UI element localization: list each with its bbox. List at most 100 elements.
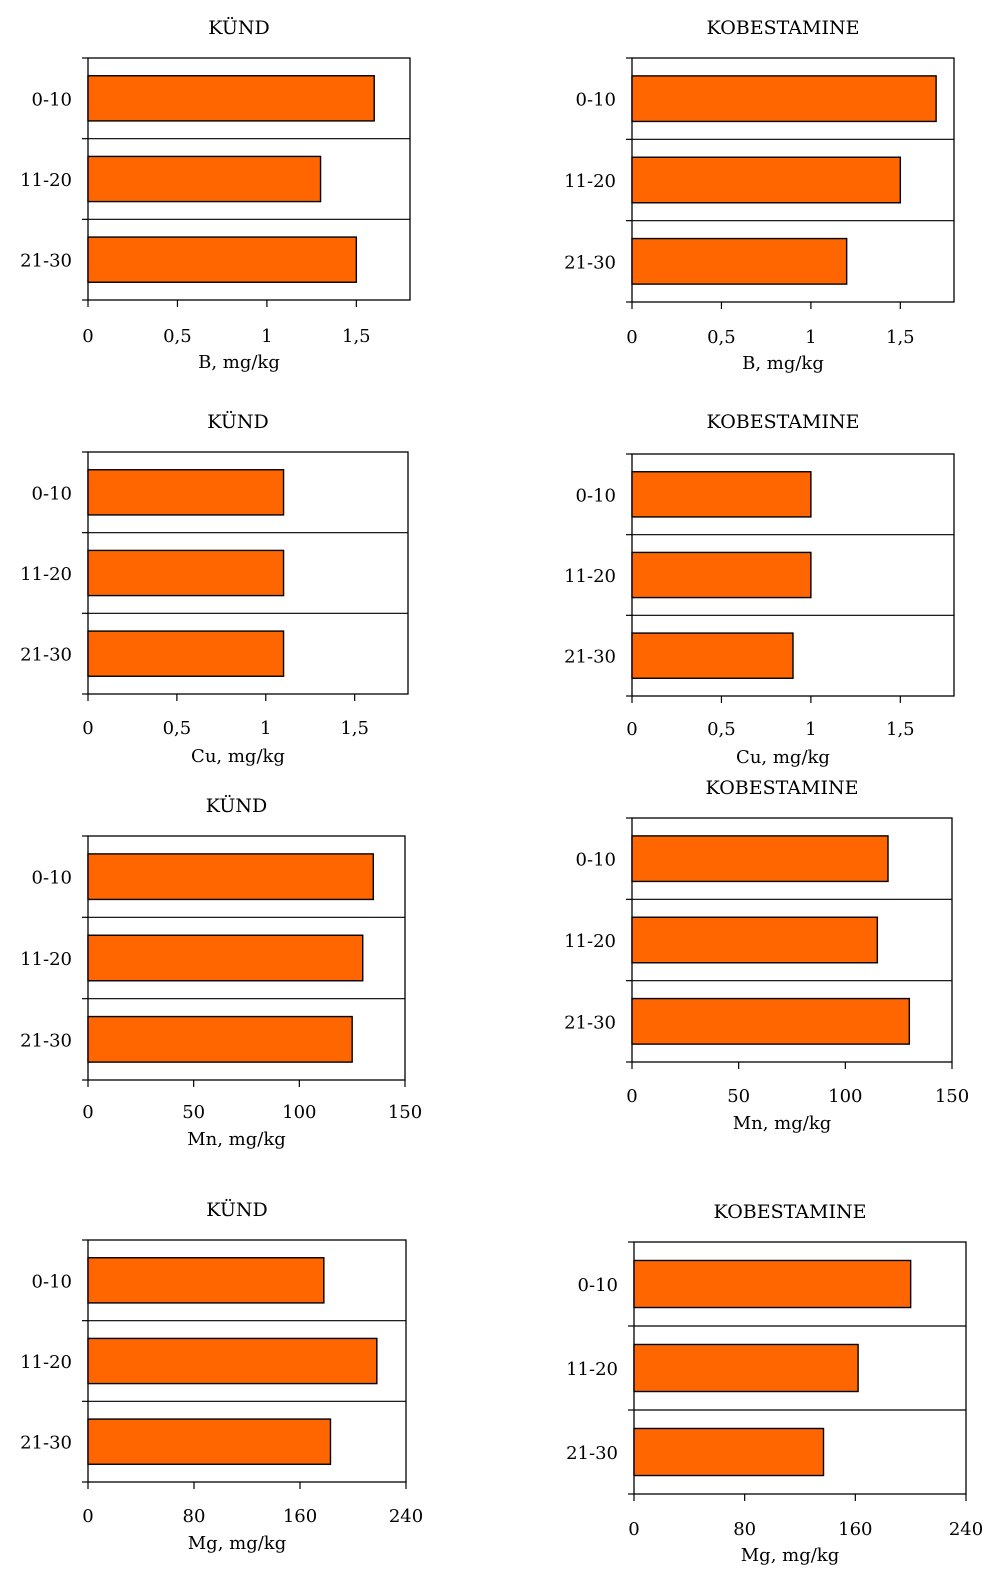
bar-0-10 xyxy=(631,835,889,883)
x-tick-label: 1,5 xyxy=(886,719,915,740)
x-tick-label: 150 xyxy=(388,1102,422,1123)
category-label: 0-10 xyxy=(32,483,72,504)
chart-title: KOBESTAMINE xyxy=(706,777,859,799)
x-tick-label: 100 xyxy=(282,1102,316,1123)
chart-title: KOBESTAMINE xyxy=(714,1201,867,1223)
chart-title: KOBESTAMINE xyxy=(707,17,860,39)
x-tick-label: 0 xyxy=(82,326,93,347)
x-tick-label: 160 xyxy=(838,1519,872,1540)
bar-11-20 xyxy=(631,916,879,964)
x-tick-label: 1,5 xyxy=(340,718,369,739)
category-label: 11-20 xyxy=(564,566,616,587)
category-label: 11-20 xyxy=(566,1359,618,1380)
x-tick-label: 0,5 xyxy=(707,719,736,740)
bar-0-10 xyxy=(87,853,374,901)
x-tick-label: 0,5 xyxy=(163,326,192,347)
category-label: 0-10 xyxy=(576,90,616,111)
category-label: 0-10 xyxy=(32,868,72,889)
x-tick-label: 0 xyxy=(82,1102,93,1123)
x-tick-label: 50 xyxy=(727,1086,750,1107)
category-label: 21-30 xyxy=(20,1030,72,1051)
chart-panel-2: KOBESTAMINE 0-10 11-20 21-30 0 0,5 1 1,5 B, mg/k… xyxy=(564,17,955,374)
chart-title: KÜND xyxy=(206,794,267,817)
bar-11-20 xyxy=(87,155,322,203)
category-label: 11-20 xyxy=(20,1352,72,1373)
category-label: 21-30 xyxy=(20,645,72,666)
bar-21-30 xyxy=(633,1427,825,1477)
bar-11-20 xyxy=(633,1343,859,1393)
bar-21-30 xyxy=(87,630,285,677)
bar-21-30 xyxy=(631,632,794,679)
x-tick-label: 0 xyxy=(628,1519,639,1540)
x-tick-label: 240 xyxy=(949,1519,983,1540)
bar-0-10 xyxy=(631,471,812,518)
bar-11-20 xyxy=(87,934,364,982)
chart-panel-1: KÜND 0-10 11-20 21-30 0 0,5 1 1,5 B, mg/kg xyxy=(20,16,411,373)
x-tick-label: 0 xyxy=(82,1506,93,1527)
x-tick-label: 0 xyxy=(82,718,93,739)
chart-title: KÜND xyxy=(207,410,268,433)
category-label: 11-20 xyxy=(20,949,72,970)
bar-21-30 xyxy=(87,1418,332,1465)
chart-panel-4: KOBESTAMINE 0-10 11-20 21-30 0 0,5 1 1,5 Cu, mg/… xyxy=(564,411,955,768)
chart-panel-7: KÜND 0-10 11-20 21-30 0 80 160 240 Mg, mg/kg xyxy=(20,1198,423,1554)
x-axis-label: B, mg/kg xyxy=(198,352,280,373)
category-label: 21-30 xyxy=(20,1433,72,1454)
chart-panel-5: KÜND 0-10 11-20 21-30 0 50 100 150 Mn, mg/kg xyxy=(20,794,422,1150)
category-label: 21-30 xyxy=(564,252,616,273)
bar-11-20 xyxy=(87,549,285,597)
x-tick-label: 0 xyxy=(626,327,637,348)
bar-21-30 xyxy=(87,236,358,283)
chart-panel-3: KÜND 0-10 11-20 21-30 0 0,5 1 1,5 Cu, mg/kg xyxy=(20,410,409,767)
bar-0-10 xyxy=(631,75,937,123)
bar-11-20 xyxy=(631,551,812,599)
category-label: 21-30 xyxy=(564,647,616,668)
x-axis-label: Cu, mg/kg xyxy=(191,746,285,767)
category-label: 21-30 xyxy=(20,251,72,272)
category-label: 0-10 xyxy=(32,1271,72,1292)
x-tick-label: 80 xyxy=(733,1519,756,1540)
x-tick-label: 100 xyxy=(828,1086,862,1107)
chart-title: KOBESTAMINE xyxy=(707,411,860,433)
bar-0-10 xyxy=(87,75,375,122)
category-label: 0-10 xyxy=(576,485,616,506)
category-label: 11-20 xyxy=(564,171,616,192)
bar-21-30 xyxy=(87,1015,353,1063)
x-tick-label: 160 xyxy=(283,1506,317,1527)
x-tick-label: 150 xyxy=(935,1086,969,1107)
bar-11-20 xyxy=(631,156,902,204)
bar-21-30 xyxy=(631,237,848,285)
bar-21-30 xyxy=(631,997,911,1045)
category-label: 11-20 xyxy=(20,564,72,585)
x-axis-label: Mn, mg/kg xyxy=(733,1113,832,1134)
chart-title: KÜND xyxy=(208,16,269,39)
category-label: 0-10 xyxy=(576,850,616,871)
x-tick-label: 1 xyxy=(805,719,816,740)
x-axis-label: Cu, mg/kg xyxy=(736,747,830,768)
chart-panel-6: KOBESTAMINE 0-10 11-20 21-30 0 50 100 150 Mn, mg… xyxy=(564,777,969,1134)
category-label: 21-30 xyxy=(566,1443,618,1464)
category-label: 0-10 xyxy=(32,89,72,110)
bar-0-10 xyxy=(87,469,285,516)
x-tick-label: 80 xyxy=(183,1506,206,1527)
category-label: 11-20 xyxy=(564,931,616,952)
x-tick-label: 1 xyxy=(261,326,272,347)
x-tick-label: 1,5 xyxy=(342,326,371,347)
category-label: 11-20 xyxy=(20,170,72,191)
category-label: 0-10 xyxy=(578,1275,618,1296)
category-label: 21-30 xyxy=(564,1012,616,1033)
x-tick-label: 1 xyxy=(805,327,816,348)
x-tick-label: 1 xyxy=(260,718,271,739)
x-axis-label: Mg, mg/kg xyxy=(188,1533,286,1554)
x-tick-label: 1,5 xyxy=(886,327,915,348)
x-tick-label: 0,5 xyxy=(163,718,192,739)
bar-0-10 xyxy=(87,1257,325,1304)
x-tick-label: 0 xyxy=(626,1086,637,1107)
x-axis-label: Mn, mg/kg xyxy=(187,1129,286,1150)
x-tick-label: 240 xyxy=(389,1506,423,1527)
x-tick-label: 0 xyxy=(626,719,637,740)
x-axis-label: B, mg/kg xyxy=(742,353,824,374)
chart-title: KÜND xyxy=(206,1198,267,1221)
x-tick-label: 0,5 xyxy=(707,327,736,348)
